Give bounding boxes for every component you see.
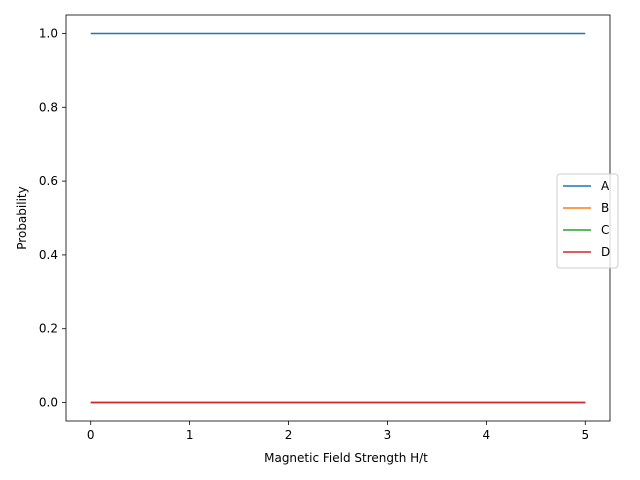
legend-label-b: B [601,201,609,215]
series-layer [90,32,586,404]
y-axis-label: Probability [15,186,29,249]
legend-label-a: A [601,179,610,193]
y-tick-label: 0.4 [39,248,58,262]
x-tick-label: 0 [87,428,95,442]
x-tick-label: 5 [581,428,589,442]
x-tick-label: 4 [483,428,491,442]
legend-box [556,173,619,269]
x-tick-label: 3 [384,428,392,442]
y-tick-label: 0.2 [39,322,58,336]
x-tick-label: 2 [285,428,293,442]
x-tick-label: 1 [186,428,194,442]
y-tick-label: 0.0 [39,396,58,410]
y-tick-label: 1.0 [39,26,58,40]
x-axis-label: Magnetic Field Strength H/t [264,451,428,465]
legend-label-d: D [601,245,610,259]
y-tick-label: 0.8 [39,100,58,114]
legend-label-c: C [601,223,609,237]
y-tick-label: 0.6 [39,174,58,188]
